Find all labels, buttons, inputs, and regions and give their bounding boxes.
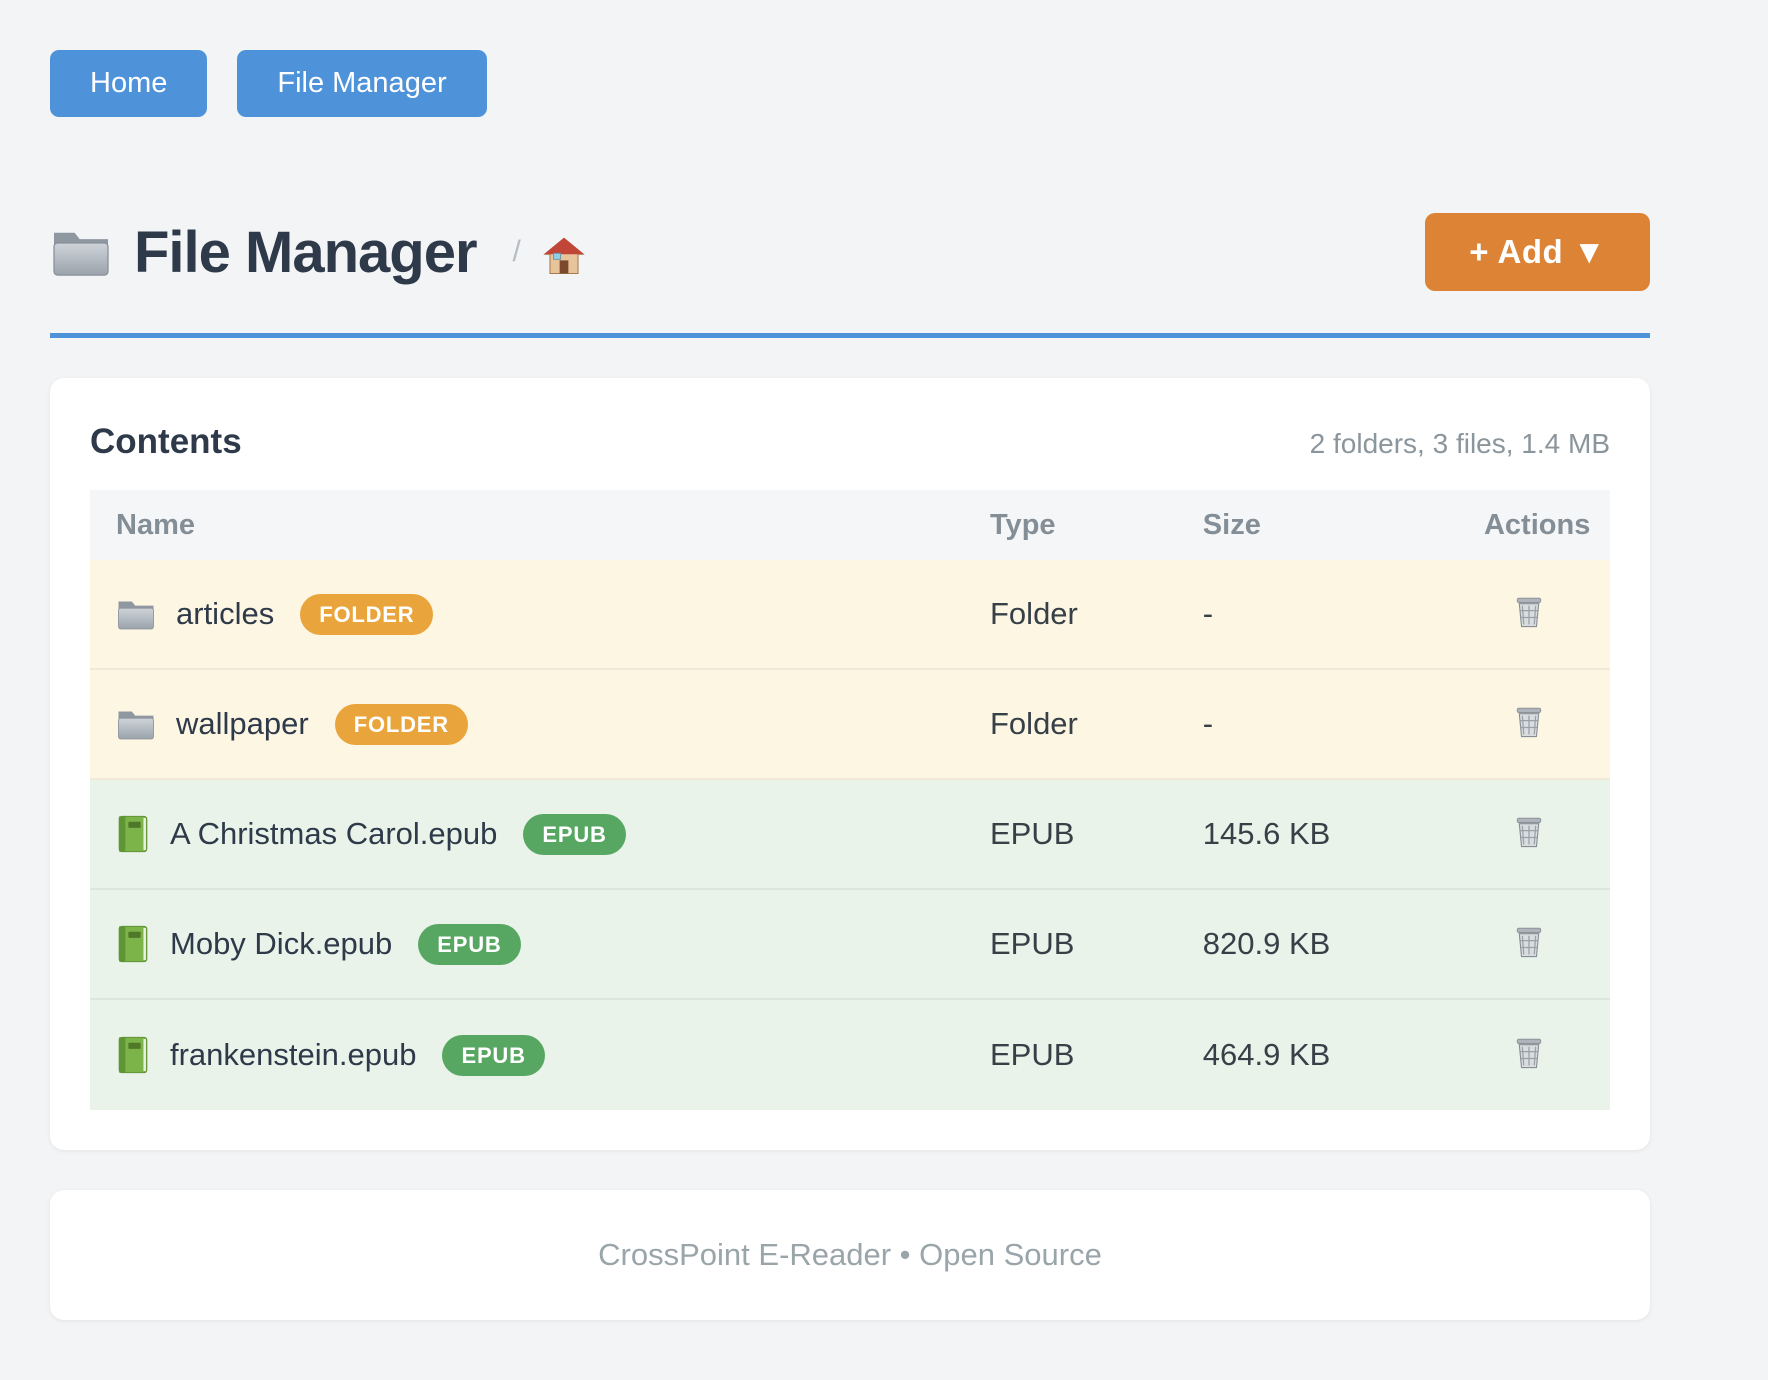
trash-icon[interactable] bbox=[1508, 920, 1550, 964]
breadcrumb-separator: / bbox=[512, 235, 521, 268]
book-icon bbox=[116, 1035, 150, 1075]
file-name[interactable]: A Christmas Carol.epub bbox=[170, 816, 498, 851]
column-header-type: Type bbox=[990, 508, 1056, 541]
table-row: Moby Dick.epub EPUB EPUB 820.9 KB bbox=[90, 890, 1610, 1000]
type-badge: EPUB bbox=[418, 923, 521, 965]
book-icon bbox=[116, 814, 150, 854]
file-name[interactable]: articles bbox=[176, 596, 275, 631]
column-header-name: Name bbox=[116, 508, 195, 541]
nav-home-button[interactable]: Home bbox=[50, 50, 208, 117]
trash-icon[interactable] bbox=[1508, 1031, 1550, 1075]
contents-card: Contents 2 folders, 3 files, 1.4 MB Name… bbox=[50, 378, 1650, 1150]
column-header-actions: Actions bbox=[1483, 508, 1591, 541]
file-type: EPUB bbox=[990, 1037, 1075, 1072]
file-type: Folder bbox=[990, 596, 1078, 631]
contents-summary: 2 folders, 3 files, 1.4 MB bbox=[1309, 428, 1610, 459]
table-header-row: Name Type Size Actions bbox=[90, 490, 1610, 560]
footer-text: CrossPoint E-Reader • Open Source bbox=[598, 1237, 1102, 1272]
file-table: Name Type Size Actions arti bbox=[90, 490, 1610, 1110]
file-size: 820.9 KB bbox=[1202, 926, 1331, 961]
page: Home File Manager File Manager / bbox=[50, 0, 1650, 1320]
file-type: EPUB bbox=[990, 926, 1075, 961]
folder-icon bbox=[116, 706, 156, 742]
type-badge: FOLDER bbox=[300, 593, 434, 635]
top-nav: Home File Manager bbox=[50, 50, 1650, 117]
file-size: 145.6 KB bbox=[1202, 816, 1331, 851]
add-button[interactable]: + Add ▼ bbox=[1425, 213, 1650, 291]
table-row: articles FOLDER Folder - bbox=[90, 560, 1610, 670]
file-size: - bbox=[1202, 706, 1214, 741]
file-name[interactable]: frankenstein.epub bbox=[170, 1037, 417, 1072]
page-header: File Manager / + Add ▼ bbox=[50, 213, 1650, 291]
nav-file-manager-button[interactable]: File Manager bbox=[237, 50, 487, 117]
type-badge: FOLDER bbox=[334, 703, 468, 745]
folder-icon bbox=[50, 225, 112, 279]
type-badge: EPUB bbox=[442, 1034, 545, 1076]
file-name[interactable]: wallpaper bbox=[176, 706, 309, 741]
folder-icon bbox=[116, 596, 156, 632]
table-row: wallpaper FOLDER Folder - bbox=[90, 670, 1610, 780]
home-icon[interactable] bbox=[543, 228, 585, 276]
file-size: - bbox=[1202, 596, 1214, 631]
table-row: A Christmas Carol.epub EPUB EPUB 145.6 K… bbox=[90, 780, 1610, 890]
column-header-size: Size bbox=[1202, 508, 1261, 541]
trash-icon[interactable] bbox=[1508, 810, 1550, 854]
file-size: 464.9 KB bbox=[1202, 1037, 1331, 1072]
footer: CrossPoint E-Reader • Open Source bbox=[50, 1190, 1650, 1320]
file-type: Folder bbox=[990, 706, 1078, 741]
table-row: frankenstein.epub EPUB EPUB 464.9 KB bbox=[90, 1000, 1610, 1110]
card-title: Contents bbox=[90, 422, 242, 461]
trash-icon[interactable] bbox=[1508, 590, 1550, 634]
book-icon bbox=[116, 924, 150, 964]
header-divider bbox=[50, 333, 1650, 338]
table-body: articles FOLDER Folder - bbox=[90, 560, 1610, 1110]
trash-icon[interactable] bbox=[1508, 700, 1550, 744]
file-type: EPUB bbox=[990, 816, 1075, 851]
file-name[interactable]: Moby Dick.epub bbox=[170, 926, 393, 961]
type-badge: EPUB bbox=[523, 813, 626, 855]
page-title: File Manager bbox=[134, 219, 478, 285]
